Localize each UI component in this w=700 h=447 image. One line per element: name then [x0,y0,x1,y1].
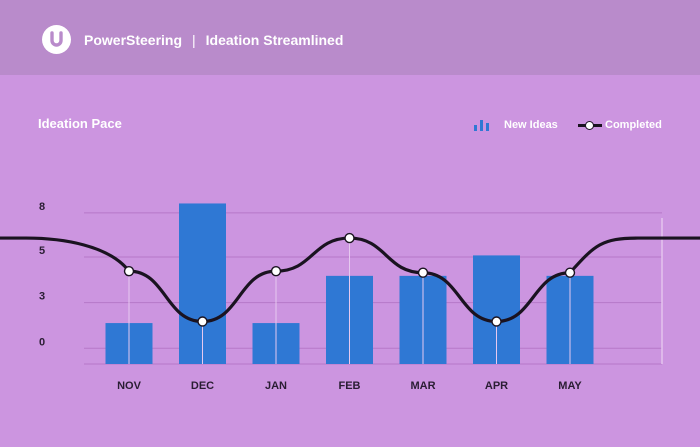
powersteering-logo-icon [42,25,71,54]
y-tick-label: 3 [39,291,45,303]
app-name: PowerSteering [84,32,183,48]
y-tick-label: 8 [39,201,45,213]
x-tick-label: MAR [410,380,435,392]
legend-label-completed: Completed [605,119,662,131]
completed-marker [270,265,282,277]
completed-marker [123,265,135,277]
y-tick-label: 0 [39,336,45,348]
y-tick-label: 5 [39,245,45,257]
completed-marker [491,316,502,327]
x-tick-label: JAN [265,380,287,392]
x-tick-label: DEC [191,380,214,392]
completed-marker [417,267,429,278]
legend-label-new-ideas: New Ideas [504,119,558,131]
bar-chart-icon [474,120,492,131]
completed-marker [564,267,576,278]
chart-title: Ideation Pace [38,116,122,131]
completed-marker [197,316,208,327]
brand: PowerSteering | Ideation Streamlined [84,31,343,49]
brand-separator: | [192,32,196,48]
x-tick-label: NOV [117,380,142,392]
x-tick-label: APR [485,380,508,392]
page-title: Ideation Streamlined [205,32,344,48]
app-header: PowerSteering | Ideation Streamlined [0,0,700,75]
line-marker-icon [578,121,602,130]
completed-marker [344,232,355,244]
x-tick-label: FEB [339,380,361,392]
x-tick-label: MAY [558,380,582,392]
